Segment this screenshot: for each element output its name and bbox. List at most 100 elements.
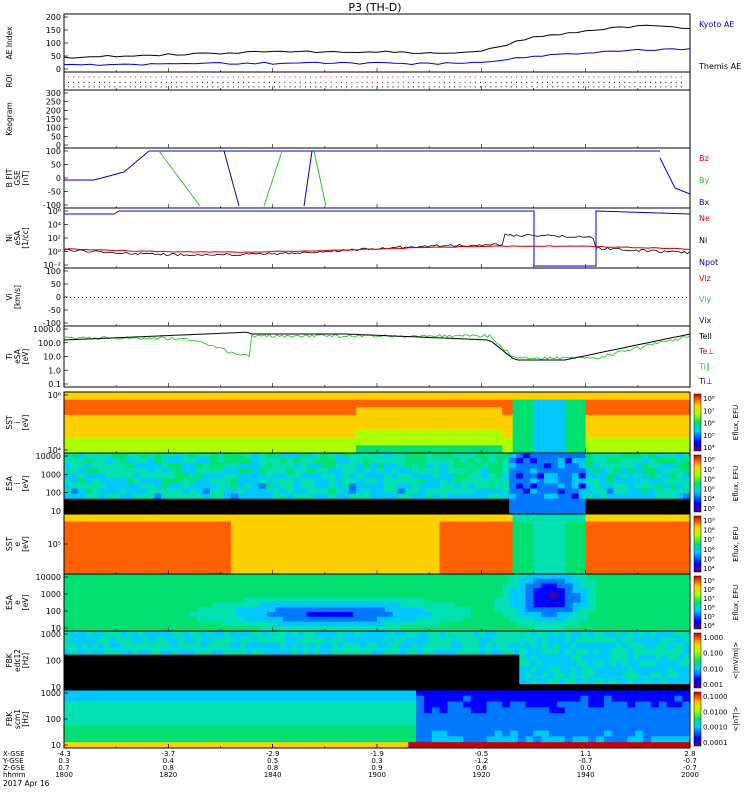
roi-dot bbox=[125, 86, 126, 87]
spectro-cell bbox=[149, 678, 155, 684]
spectro-cell bbox=[471, 598, 479, 603]
spectro-cell bbox=[166, 617, 174, 622]
spectro-cell bbox=[596, 593, 604, 598]
spectro-cell bbox=[342, 453, 349, 458]
spectro-cell bbox=[259, 473, 266, 478]
spectro-cell bbox=[377, 612, 385, 617]
spectro-cell bbox=[330, 612, 338, 617]
spectro-cell bbox=[273, 484, 280, 489]
spectro-cell bbox=[641, 463, 648, 468]
spectro-cell bbox=[669, 430, 680, 438]
spectro-cell bbox=[252, 537, 263, 545]
spectro-cell bbox=[178, 666, 184, 672]
spectro-cell bbox=[682, 584, 690, 589]
roi-dot bbox=[392, 82, 393, 83]
zero-dot bbox=[490, 297, 491, 298]
zero-dot bbox=[330, 297, 331, 298]
roi-dot bbox=[145, 82, 146, 83]
y-tick-label: 100.0 bbox=[38, 339, 61, 348]
spectro-cell bbox=[252, 672, 258, 678]
spectro-cell bbox=[304, 445, 315, 453]
spectro-cell bbox=[676, 453, 683, 458]
spectro-cell bbox=[398, 438, 409, 446]
zero-dot bbox=[226, 297, 227, 298]
spectro-cell bbox=[514, 637, 520, 643]
spectro-cell bbox=[417, 672, 423, 678]
spectro-cell bbox=[643, 603, 651, 608]
roi-dot bbox=[609, 77, 610, 78]
spectro-cell bbox=[335, 499, 342, 504]
spectro-cell bbox=[363, 484, 370, 489]
spectro-cell bbox=[263, 684, 269, 690]
spectro-cell bbox=[72, 603, 80, 608]
spectro-cell bbox=[182, 484, 189, 489]
spectro-cell bbox=[240, 643, 246, 649]
zero-dot bbox=[214, 297, 215, 298]
spectro-cell bbox=[335, 468, 342, 473]
spectro-cell bbox=[371, 631, 377, 637]
zero-dot bbox=[646, 297, 647, 298]
spectro-cell bbox=[445, 661, 451, 667]
spectro-cell bbox=[210, 458, 217, 463]
spectro-cell bbox=[593, 468, 600, 473]
spectro-cell bbox=[104, 637, 110, 643]
spectro-cell bbox=[95, 584, 103, 589]
spectro-cell bbox=[363, 463, 370, 468]
spectro-cell bbox=[607, 407, 618, 415]
spectro-cell bbox=[648, 484, 655, 489]
spectro-cell bbox=[294, 407, 305, 415]
spectro-cell bbox=[627, 499, 634, 504]
spectro-cell bbox=[423, 672, 429, 678]
zero-dot bbox=[658, 297, 659, 298]
spectro-cell bbox=[565, 415, 576, 423]
spectro-cell bbox=[304, 430, 315, 438]
spectro-cell bbox=[354, 631, 360, 637]
spectro-cell bbox=[429, 567, 440, 575]
spectro-cell bbox=[434, 655, 440, 661]
spectro-cell bbox=[523, 473, 530, 478]
roi-dot bbox=[336, 82, 337, 83]
spectro-cell bbox=[161, 463, 168, 468]
spectro-cell bbox=[669, 407, 680, 415]
spectro-cell bbox=[223, 643, 229, 649]
roi-dot bbox=[640, 77, 641, 78]
spectro-cell bbox=[488, 473, 495, 478]
spectro-cell bbox=[294, 473, 301, 478]
spectro-cell bbox=[596, 445, 607, 453]
spectro-cell bbox=[314, 612, 322, 617]
spectro-cell bbox=[155, 661, 161, 667]
spectro-cell bbox=[667, 661, 673, 667]
spectro-cell bbox=[144, 661, 150, 667]
spectro-cell bbox=[641, 468, 648, 473]
spectro-cell bbox=[491, 655, 497, 661]
spectro-cell bbox=[510, 598, 518, 603]
roi-dot bbox=[506, 82, 507, 83]
roi-dot bbox=[434, 77, 435, 78]
spectro-cell bbox=[659, 607, 667, 612]
zero-dot bbox=[630, 297, 631, 298]
y-tick-label: 100 bbox=[46, 267, 61, 276]
spectro-cell bbox=[635, 584, 643, 589]
spectro-cell bbox=[416, 603, 424, 608]
spectro-cell bbox=[120, 484, 127, 489]
spectro-cell bbox=[542, 661, 548, 667]
spectro-cell bbox=[205, 603, 213, 608]
spectro-cell bbox=[575, 430, 586, 438]
spectro-cell bbox=[210, 489, 217, 494]
spectro-cell bbox=[596, 612, 604, 617]
spectro-cell bbox=[196, 468, 203, 473]
spectro-cell bbox=[369, 622, 377, 627]
spectro-cell bbox=[526, 579, 534, 584]
spectro-cell bbox=[502, 537, 513, 545]
spectro-cell bbox=[502, 579, 510, 584]
spectro-cell bbox=[218, 643, 224, 649]
spectro-cell bbox=[502, 617, 510, 622]
spectro-cell bbox=[497, 637, 503, 643]
spectro-cell bbox=[643, 612, 651, 617]
spectro-cell bbox=[314, 463, 321, 468]
spectro-cell bbox=[299, 612, 307, 617]
spectro-cell bbox=[513, 567, 524, 575]
spectro-cell bbox=[64, 579, 72, 584]
spectro-cell bbox=[138, 661, 144, 667]
spectro-cell bbox=[200, 407, 211, 415]
